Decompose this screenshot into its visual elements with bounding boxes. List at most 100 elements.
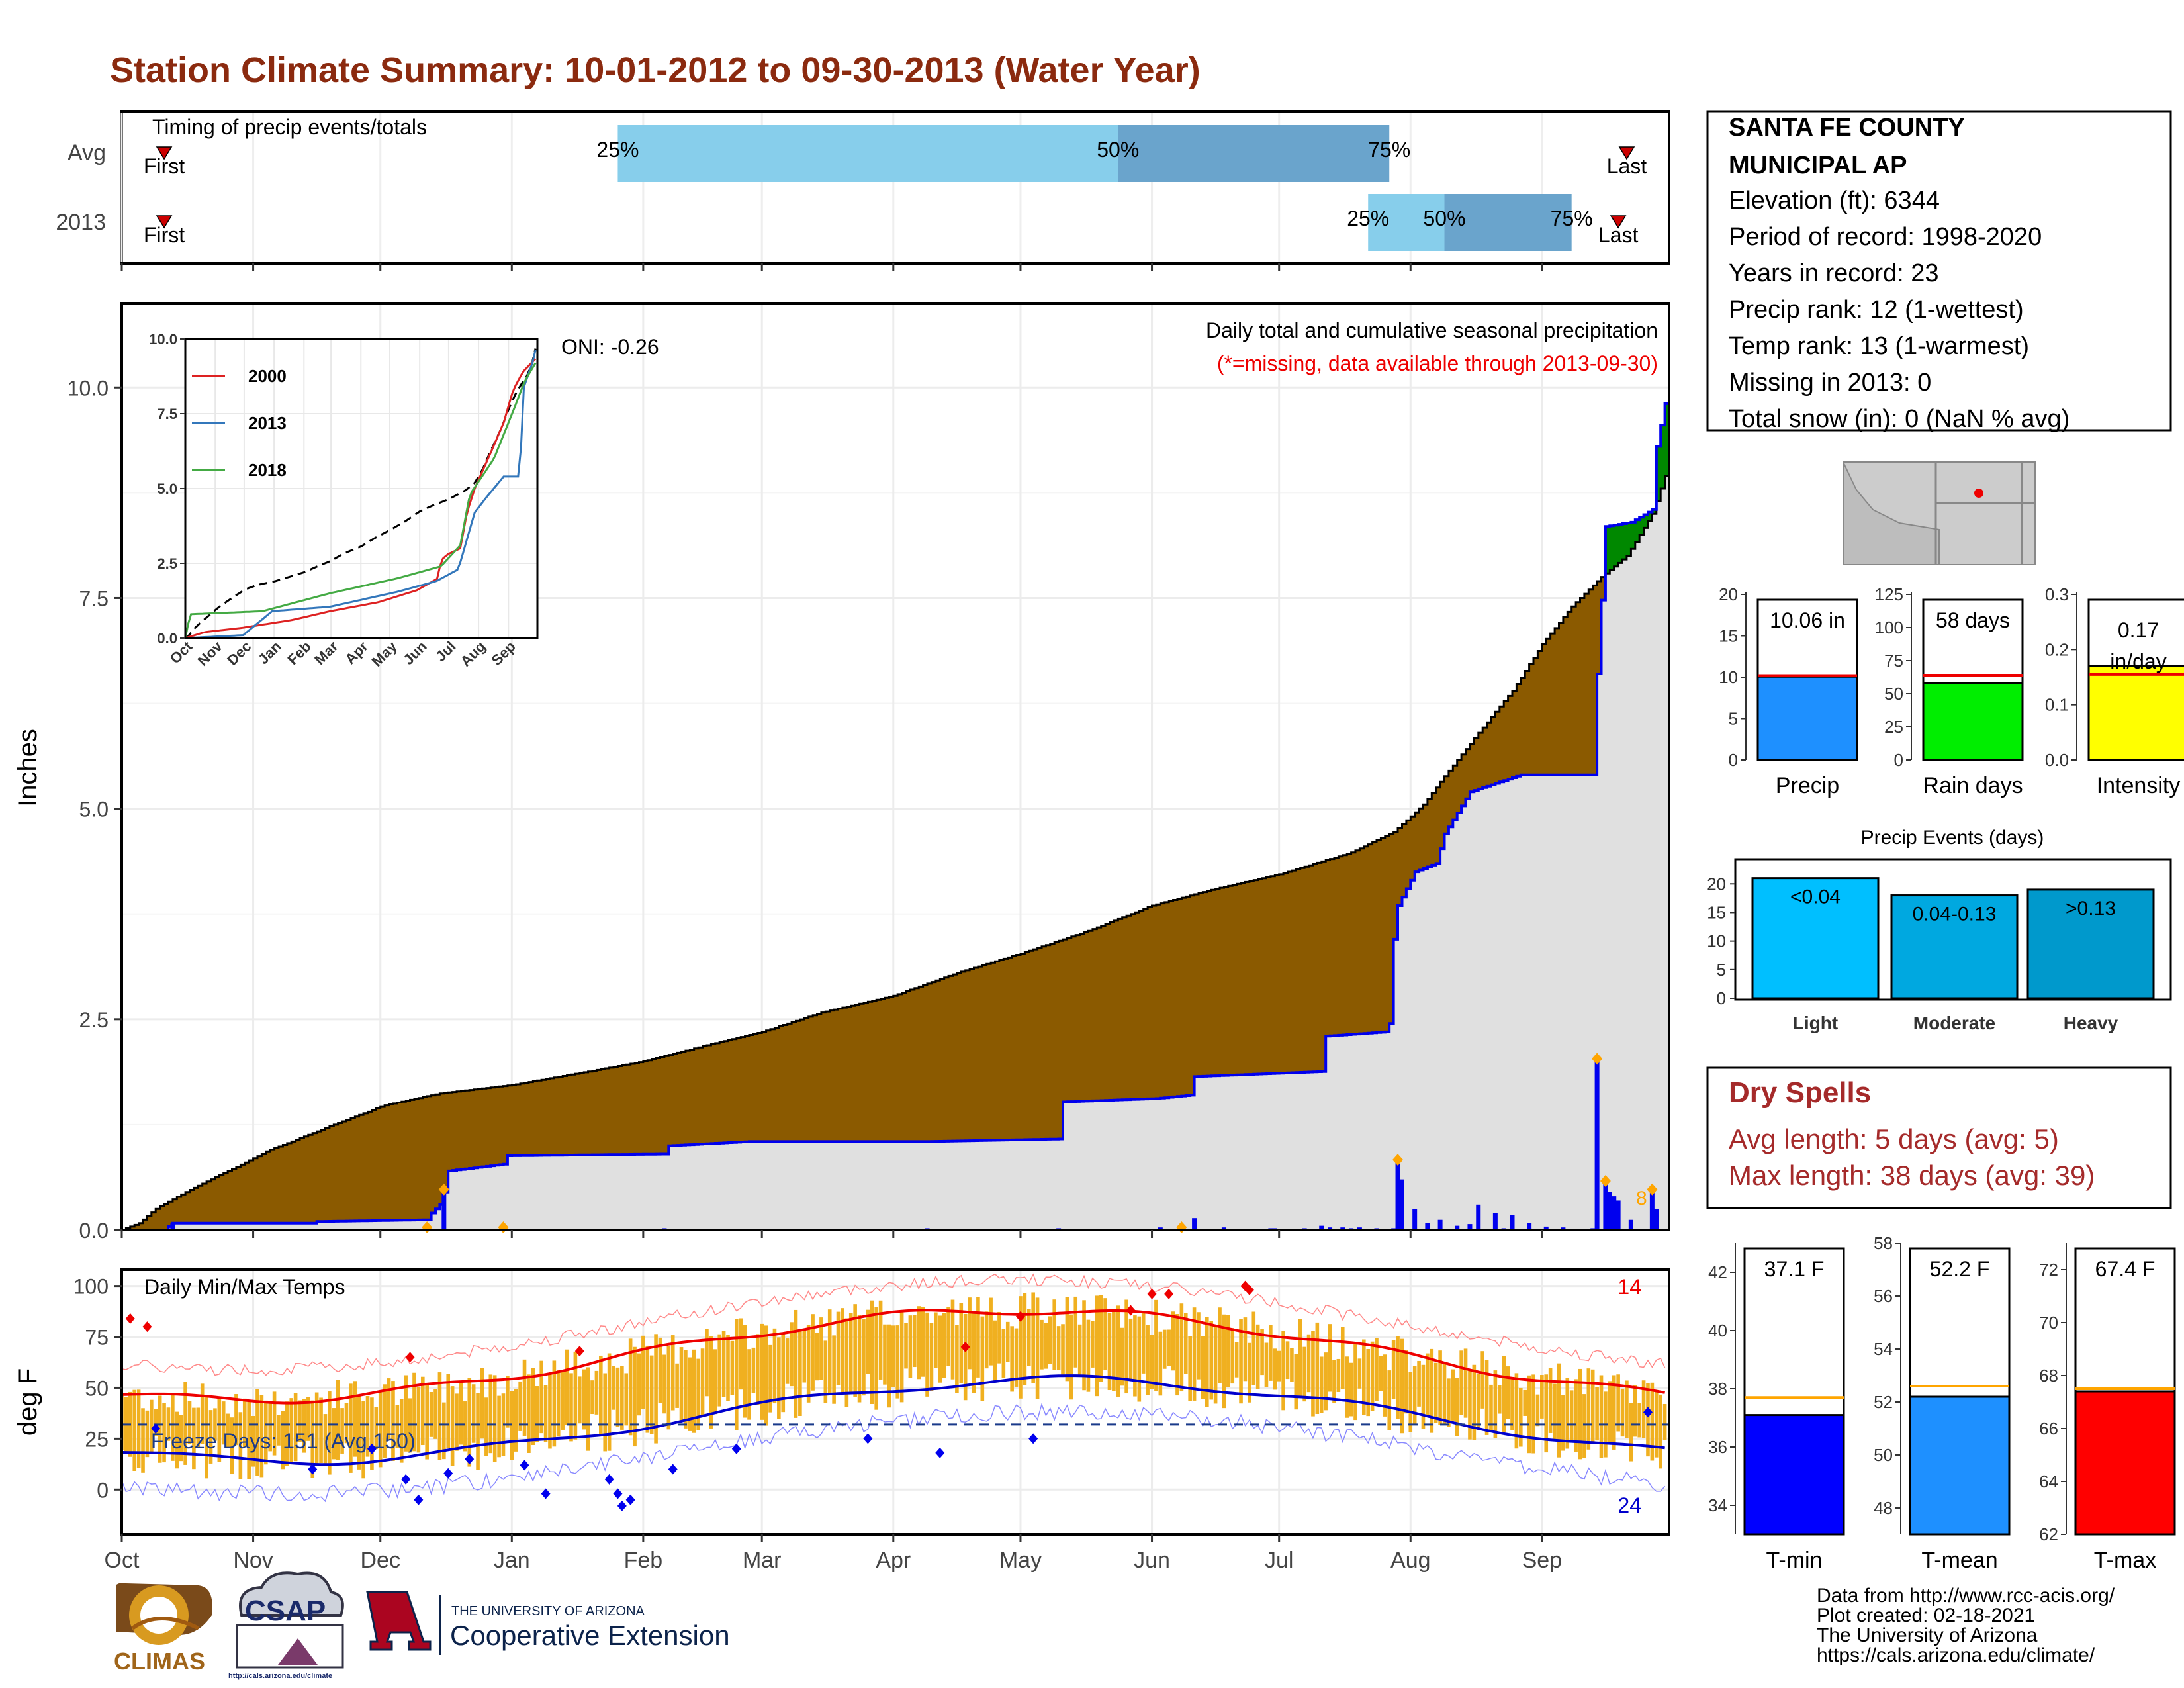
daily-temp-bar bbox=[1442, 1362, 1447, 1425]
daily-temp-bar bbox=[187, 1401, 192, 1444]
daily-temp-bar bbox=[1052, 1299, 1057, 1370]
daily-temp-bar bbox=[1035, 1297, 1040, 1399]
temp-record-low-marker bbox=[1028, 1433, 1038, 1444]
daily-temp-bar bbox=[1590, 1369, 1595, 1444]
daily-temp-bar bbox=[255, 1389, 259, 1476]
daily-temp-bar bbox=[277, 1415, 281, 1446]
daily-temp-bar bbox=[1026, 1309, 1031, 1366]
daily-temp-bar bbox=[213, 1408, 217, 1441]
events-bar-label: Light bbox=[1793, 1013, 1838, 1033]
daily-temp-bar bbox=[1404, 1350, 1408, 1414]
inset-y-tick-label: 5.0 bbox=[157, 481, 177, 497]
month-label: Feb bbox=[624, 1548, 663, 1573]
inset-line-2018 bbox=[184, 362, 537, 639]
summary-bar-label: Rain days bbox=[1923, 773, 2023, 798]
daily-precip-bar bbox=[1527, 1223, 1532, 1230]
daily-temp-bar bbox=[772, 1328, 777, 1404]
daily-temp-bar bbox=[841, 1308, 844, 1395]
daily-temp-bar bbox=[1137, 1316, 1142, 1402]
daily-temp-bar bbox=[1582, 1394, 1586, 1459]
temp-summary-bar bbox=[1909, 1395, 2011, 1536]
temp-record-high-marker bbox=[574, 1346, 584, 1357]
month-label: Mar bbox=[743, 1548, 782, 1573]
daily-temp-bar bbox=[1561, 1395, 1565, 1451]
summary-value-unit: in/day bbox=[2110, 649, 2166, 673]
daily-temp-bar bbox=[866, 1309, 870, 1374]
events-bar bbox=[1751, 877, 1880, 1000]
timing-last-marker bbox=[1618, 146, 1635, 160]
daily-temp-bar bbox=[624, 1373, 629, 1426]
daily-temp-bar bbox=[777, 1337, 781, 1419]
daily-temp-bar bbox=[925, 1312, 929, 1397]
daily-precip-bar bbox=[1603, 1184, 1608, 1230]
daily-temp-bar bbox=[1489, 1384, 1493, 1430]
daily-temp-bar bbox=[1557, 1363, 1561, 1458]
daily-temp-bar bbox=[455, 1393, 459, 1451]
daily-temp-bar bbox=[913, 1315, 917, 1368]
summary-y-tick-label: 25 bbox=[1884, 717, 1903, 737]
summary-y-tick-label: 0 bbox=[1729, 750, 1738, 770]
daily-temp-bar bbox=[1514, 1373, 1519, 1449]
timing-q25-label: 25% bbox=[1347, 207, 1389, 230]
month-label: Oct bbox=[105, 1548, 140, 1573]
daily-temp-bar bbox=[314, 1392, 319, 1466]
daily-temp-bar bbox=[361, 1401, 365, 1479]
daily-precip-bar bbox=[1455, 1225, 1460, 1230]
summary-y-tick-label: 0 bbox=[1894, 750, 1903, 770]
daily-temp-bar bbox=[1502, 1356, 1506, 1432]
daily-temp-bar bbox=[1535, 1394, 1540, 1427]
daily-precip-bar bbox=[1476, 1204, 1481, 1230]
daily-temp-bar bbox=[293, 1393, 298, 1462]
daily-temp-bar bbox=[1426, 1353, 1430, 1417]
ua-name: THE UNIVERSITY OF ARIZONA bbox=[451, 1604, 645, 1618]
temperature-summary-charts: 34 36 38 40 42 37.1 F T-min 48 50 52 54 56 58 52.2 F T… bbox=[1708, 1233, 2176, 1573]
daily-temp-bar bbox=[1005, 1321, 1010, 1362]
temp-record-high-marker bbox=[960, 1341, 970, 1352]
daily-temp-bar bbox=[1099, 1295, 1103, 1382]
temp-summary-y-tick-label: 68 bbox=[2039, 1366, 2058, 1385]
daily-temp-bar bbox=[1510, 1378, 1514, 1430]
daily-temp-bar bbox=[336, 1380, 340, 1460]
daily-temp-bar bbox=[870, 1300, 874, 1404]
ua-logo: THE UNIVERSITY OF ARIZONA Cooperative Ex… bbox=[366, 1591, 730, 1655]
daily-temp-bar bbox=[561, 1370, 565, 1430]
daily-temp-bar bbox=[234, 1394, 238, 1446]
precip-events-chart: Precip Events (days) 0 5 10 15 20 <0.04 Light 0… bbox=[1707, 827, 2172, 1033]
daily-temp-bar bbox=[874, 1307, 878, 1410]
daily-temp-bar bbox=[1116, 1305, 1120, 1397]
daily-precip-bar bbox=[1628, 1219, 1633, 1230]
temp-y-tick-label: 75 bbox=[85, 1326, 109, 1350]
dry-spells-max: Max length: 38 days (avg: 39) bbox=[1729, 1160, 2095, 1191]
temp-record-low-marker bbox=[668, 1464, 678, 1475]
daily-temp-bar bbox=[1641, 1380, 1646, 1438]
daily-precip-bar bbox=[1607, 1192, 1612, 1230]
daily-temp-bar bbox=[132, 1389, 137, 1471]
daily-temp-bar bbox=[196, 1407, 201, 1448]
daily-temp-bar bbox=[781, 1333, 786, 1413]
daily-temp-bar bbox=[1273, 1348, 1277, 1390]
daily-temp-bar bbox=[1175, 1314, 1179, 1396]
temp-summary-y-tick-label: 54 bbox=[1874, 1339, 1893, 1359]
daily-temp-bar bbox=[310, 1400, 315, 1479]
daily-temp-bar bbox=[459, 1380, 463, 1445]
timing-bar-q50-q75 bbox=[1118, 125, 1390, 182]
daily-temp-bar bbox=[238, 1412, 243, 1479]
daily-temp-bar bbox=[1285, 1341, 1290, 1380]
daily-temp-bar bbox=[259, 1395, 264, 1478]
daily-temp-bar bbox=[1056, 1326, 1061, 1370]
daily-temp-bar bbox=[577, 1376, 582, 1424]
daily-temp-bar bbox=[1154, 1299, 1158, 1392]
daily-temp-bar bbox=[721, 1331, 726, 1397]
daily-temp-bar bbox=[332, 1408, 336, 1460]
daily-temp-bar bbox=[811, 1314, 815, 1391]
station-location-marker bbox=[1974, 489, 1983, 498]
ua-extension: Cooperative Extension bbox=[450, 1620, 730, 1651]
daily-temp-bar bbox=[739, 1318, 743, 1390]
temp-summary-y-tick-label: 72 bbox=[2039, 1260, 2058, 1280]
daily-temp-bar bbox=[471, 1384, 476, 1443]
daily-temp-bar bbox=[1112, 1309, 1116, 1391]
daily-temp-bar bbox=[1311, 1331, 1315, 1417]
daily-temp-bar bbox=[467, 1378, 472, 1467]
temp-record-low-marker bbox=[443, 1468, 453, 1479]
